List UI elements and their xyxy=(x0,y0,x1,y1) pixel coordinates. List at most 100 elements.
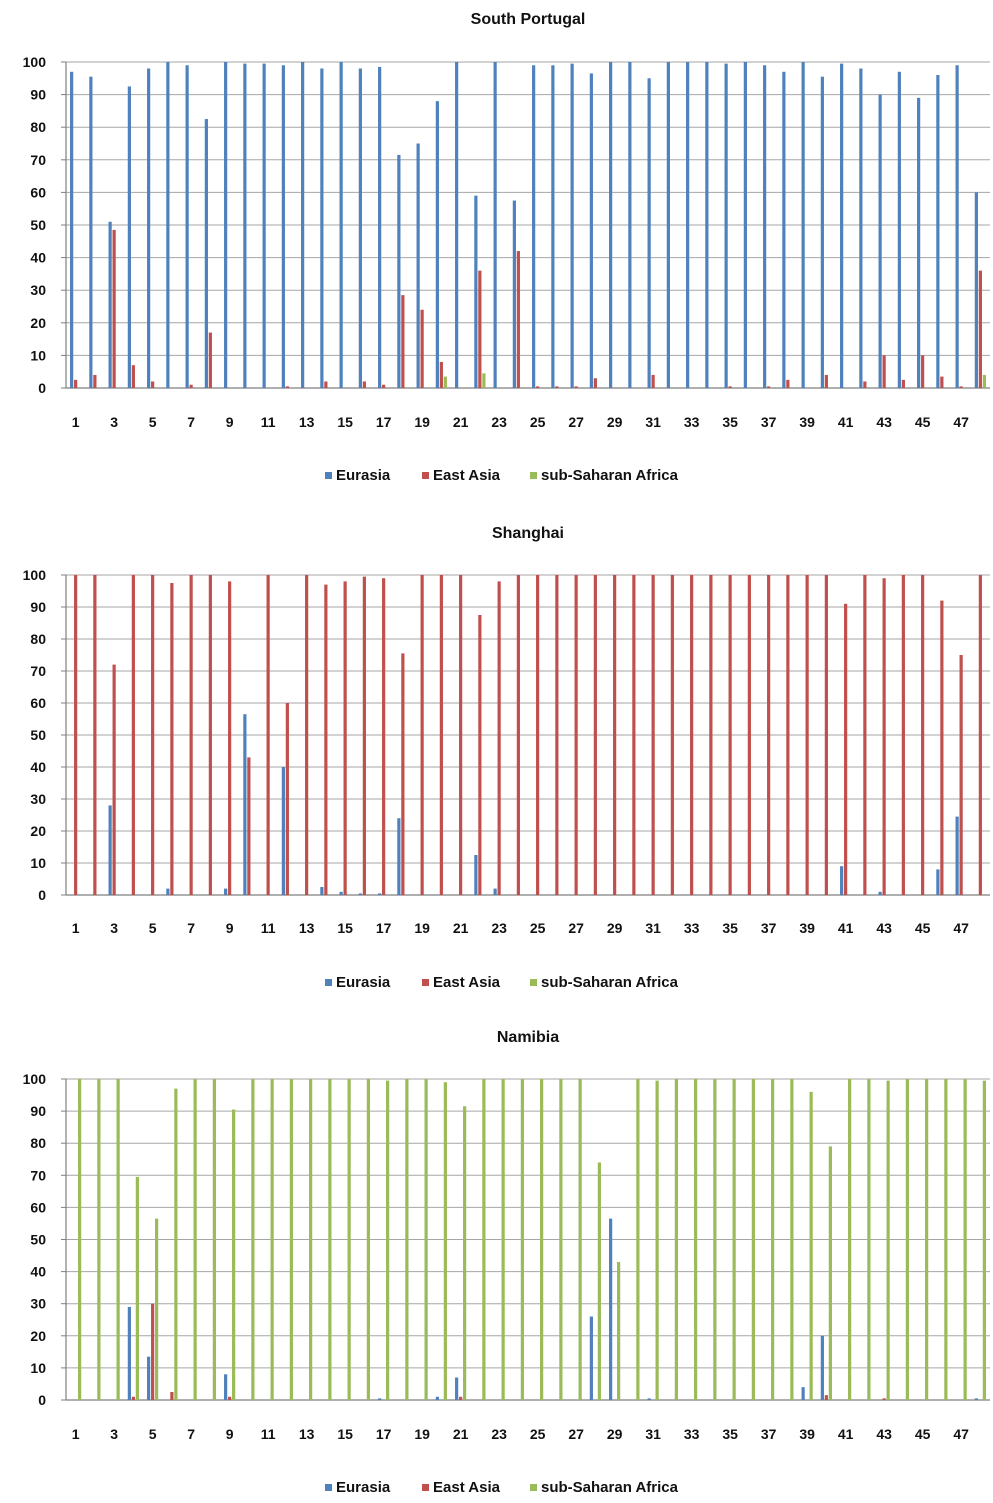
bar-east-asia-41 xyxy=(844,603,848,895)
bar-eurasia-5 xyxy=(147,1356,151,1400)
bar-east-asia-18 xyxy=(401,295,405,388)
bar-east-asia-46 xyxy=(940,600,944,895)
bar-sub-saharan-africa-21 xyxy=(463,1106,467,1400)
bar-eurasia-19 xyxy=(416,143,420,388)
bar-eurasia-33 xyxy=(686,62,690,388)
x-tick-label: 5 xyxy=(149,920,157,936)
bar-eurasia-42 xyxy=(859,68,863,389)
x-tick-label: 7 xyxy=(187,414,195,430)
x-tick-label: 1 xyxy=(72,414,80,430)
y-tick-label: 80 xyxy=(30,119,46,135)
x-tick-label: 9 xyxy=(226,920,234,936)
bar-sub-saharan-africa-29 xyxy=(617,1261,621,1400)
x-tick-label: 13 xyxy=(299,920,315,936)
legend-label: East Asia xyxy=(433,1479,501,1496)
y-tick-label: 80 xyxy=(30,1135,46,1151)
bar-east-asia-8 xyxy=(208,332,212,388)
bar-eurasia-46 xyxy=(936,869,940,895)
x-tick-label: 41 xyxy=(838,1426,854,1442)
y-tick-label: 90 xyxy=(30,1103,46,1119)
bar-eurasia-48 xyxy=(974,192,978,388)
bar-east-asia-17 xyxy=(382,578,386,895)
bar-eurasia-32 xyxy=(666,62,670,388)
x-tick-label: 39 xyxy=(799,1426,815,1442)
bar-eurasia-24 xyxy=(512,200,516,388)
bar-sub-saharan-africa-38 xyxy=(790,1079,794,1400)
bar-eurasia-31 xyxy=(647,78,651,389)
x-tick-label: 43 xyxy=(876,920,892,936)
bar-eurasia-30 xyxy=(628,62,632,388)
bar-east-asia-10 xyxy=(247,757,251,895)
y-tick-label: 30 xyxy=(30,282,46,298)
bar-eurasia-29 xyxy=(609,1218,613,1400)
bar-east-asia-4 xyxy=(131,575,135,895)
y-tick-label: 50 xyxy=(30,217,46,233)
x-tick-label: 27 xyxy=(568,414,584,430)
bar-east-asia-27 xyxy=(574,386,578,388)
bar-east-asia-25 xyxy=(536,575,540,895)
bar-eurasia-29 xyxy=(609,62,613,388)
bar-east-asia-38 xyxy=(786,379,790,388)
x-tick-label: 15 xyxy=(337,920,353,936)
bar-east-asia-48 xyxy=(978,575,982,895)
x-tick-label: 23 xyxy=(491,920,507,936)
x-tick-label: 47 xyxy=(953,1426,969,1442)
x-tick-label: 27 xyxy=(568,1426,584,1442)
bar-east-asia-31 xyxy=(651,575,655,895)
bar-east-asia-31 xyxy=(651,374,655,388)
x-tick-label: 17 xyxy=(376,414,392,430)
legend-swatch xyxy=(422,1484,429,1491)
y-tick-label: 40 xyxy=(30,759,46,775)
bar-east-asia-1 xyxy=(74,575,78,895)
bar-sub-saharan-africa-31 xyxy=(655,1080,659,1400)
bar-east-asia-9 xyxy=(228,1396,232,1400)
bar-east-asia-7 xyxy=(189,575,193,895)
x-tick-label: 41 xyxy=(838,414,854,430)
y-tick-label: 70 xyxy=(30,1167,46,1183)
bar-eurasia-47 xyxy=(955,816,959,895)
x-tick-label: 25 xyxy=(530,1426,546,1442)
legend-swatch xyxy=(422,979,429,986)
bar-eurasia-1 xyxy=(70,71,74,388)
bar-eurasia-11 xyxy=(262,63,266,388)
x-tick-label: 45 xyxy=(915,414,931,430)
bar-sub-saharan-africa-18 xyxy=(405,1079,409,1400)
bar-sub-saharan-africa-35 xyxy=(732,1079,736,1400)
x-tick-label: 31 xyxy=(645,920,661,936)
bar-eurasia-9 xyxy=(224,62,228,388)
legend-label: East Asia xyxy=(433,467,501,484)
bar-east-asia-19 xyxy=(420,575,424,895)
chart-title: Shanghai xyxy=(492,525,564,542)
bar-east-asia-45 xyxy=(921,575,925,895)
x-tick-label: 15 xyxy=(337,414,353,430)
bar-sub-saharan-africa-32 xyxy=(674,1079,678,1400)
bar-eurasia-17 xyxy=(378,1398,382,1400)
bar-sub-saharan-africa-3 xyxy=(116,1079,120,1400)
y-tick-label: 40 xyxy=(30,250,46,266)
legend-swatch xyxy=(325,1484,332,1491)
legend-label: sub-Saharan Africa xyxy=(541,974,679,991)
legend-swatch xyxy=(530,1484,537,1491)
x-tick-label: 27 xyxy=(568,920,584,936)
bar-east-asia-20 xyxy=(439,361,443,388)
x-tick-label: 37 xyxy=(761,1426,777,1442)
bar-sub-saharan-africa-43 xyxy=(886,1080,890,1400)
bar-eurasia-43 xyxy=(878,891,882,895)
bar-east-asia-43 xyxy=(882,578,886,895)
bar-sub-saharan-africa-7 xyxy=(193,1079,197,1400)
bar-east-asia-21 xyxy=(459,575,463,895)
y-tick-label: 30 xyxy=(30,791,46,807)
bar-east-asia-29 xyxy=(613,575,617,895)
bar-east-asia-46 xyxy=(940,376,944,388)
bar-eurasia-25 xyxy=(532,65,536,388)
y-tick-label: 90 xyxy=(30,599,46,615)
x-tick-label: 29 xyxy=(607,920,623,936)
legend-swatch xyxy=(530,472,537,479)
bar-eurasia-39 xyxy=(801,62,805,388)
y-tick-label: 0 xyxy=(38,887,46,903)
x-tick-label: 39 xyxy=(799,920,815,936)
bar-eurasia-5 xyxy=(147,68,151,389)
x-tick-label: 31 xyxy=(645,414,661,430)
x-tick-label: 43 xyxy=(876,1426,892,1442)
